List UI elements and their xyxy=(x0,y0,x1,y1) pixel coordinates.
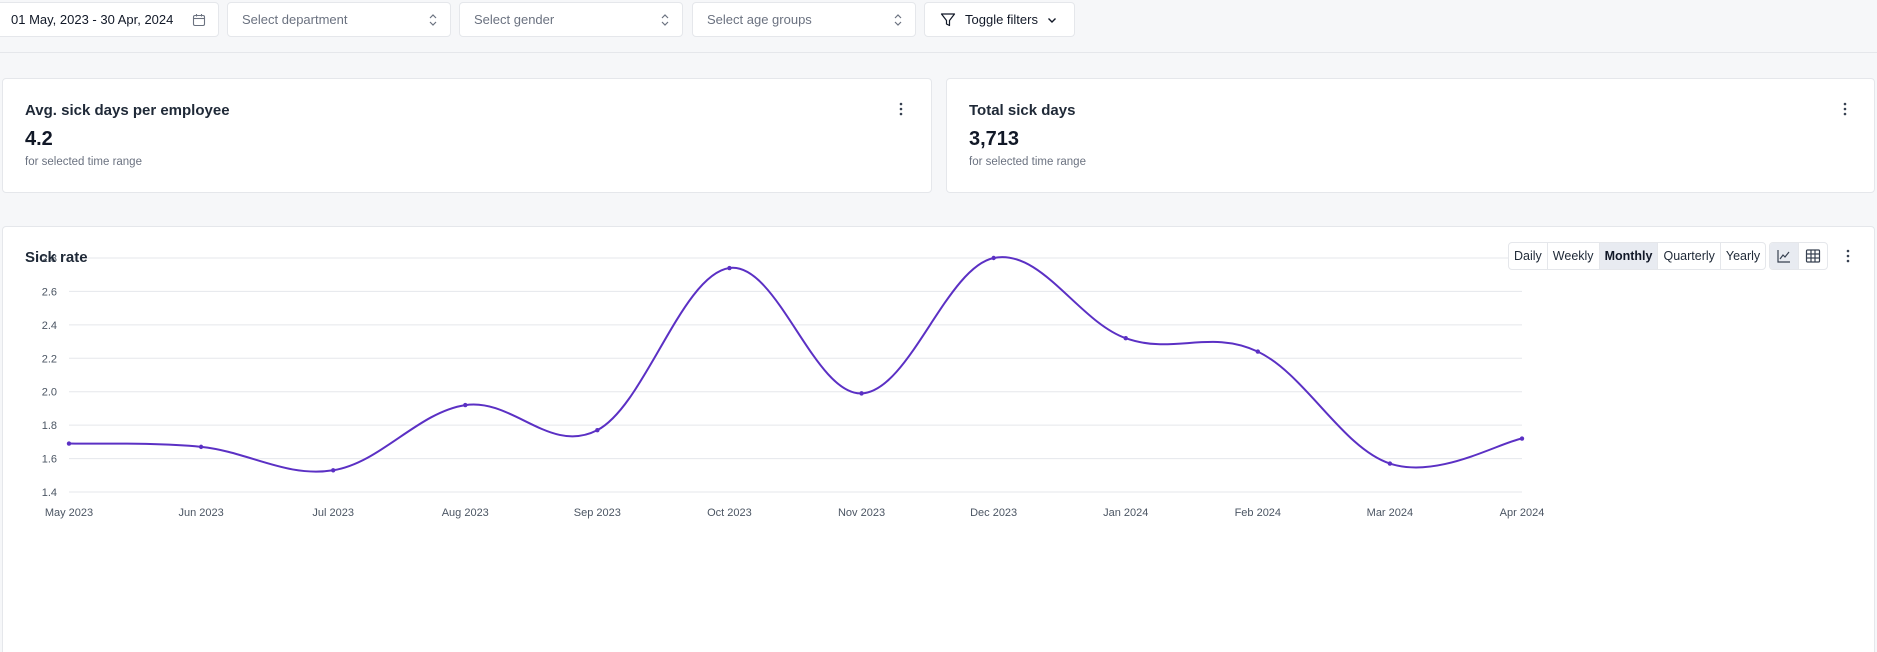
line-chart-view-button[interactable] xyxy=(1770,243,1799,269)
data-point[interactable] xyxy=(66,441,72,446)
data-point[interactable] xyxy=(1255,349,1261,354)
kpi-subtitle: for selected time range xyxy=(25,156,142,168)
data-point[interactable] xyxy=(595,427,600,433)
more-options-icon[interactable] xyxy=(1843,102,1847,116)
y-tick-label: 2.0 xyxy=(42,387,57,399)
kpi-card-avg-sick-days: Avg. sick days per employee 4.2 for sele… xyxy=(2,78,932,193)
y-tick-label: 2.2 xyxy=(42,353,57,365)
data-point[interactable] xyxy=(1387,461,1393,466)
kpi-title: Total sick days xyxy=(969,102,1076,119)
sick-rate-series-line xyxy=(68,256,1523,473)
age-groups-select[interactable]: Select age groups xyxy=(692,2,916,37)
x-tick-label: Sep 2023 xyxy=(574,507,621,519)
period-weekly-button[interactable]: Weekly xyxy=(1548,243,1600,269)
chevron-down-icon xyxy=(1047,17,1056,23)
data-point[interactable] xyxy=(991,255,996,261)
date-range-value: 01 May, 2023 - 30 Apr, 2024 xyxy=(11,12,174,27)
y-tick-label: 2.8 xyxy=(42,253,57,265)
line-chart-icon xyxy=(1777,250,1790,263)
y-tick-label: 2.6 xyxy=(42,286,57,298)
y-tick-label: 2.4 xyxy=(42,320,57,332)
date-range-picker[interactable]: 01 May, 2023 - 30 Apr, 2024 xyxy=(0,2,219,37)
period-daily-button[interactable]: Daily xyxy=(1509,243,1548,269)
x-tick-label: Oct 2023 xyxy=(707,507,752,519)
filter-icon xyxy=(940,12,956,26)
period-quarterly-button[interactable]: Quarterly xyxy=(1658,243,1721,269)
x-tick-label: Mar 2024 xyxy=(1367,507,1413,519)
y-tick-label: 1.6 xyxy=(42,454,57,466)
chart-title: Sick rate xyxy=(25,249,88,266)
gender-placeholder: Select gender xyxy=(474,12,555,27)
gender-select[interactable]: Select gender xyxy=(459,2,683,37)
period-monthly-button[interactable]: Monthly xyxy=(1599,243,1659,269)
data-point[interactable] xyxy=(727,265,732,271)
department-placeholder: Select department xyxy=(242,12,348,27)
x-tick-label: Jun 2023 xyxy=(178,507,223,519)
x-tick-label: Aug 2023 xyxy=(442,507,489,519)
filter-bar: 01 May, 2023 - 30 Apr, 2024 Select depar… xyxy=(0,0,1877,53)
x-tick-label: Nov 2023 xyxy=(838,507,885,519)
data-point[interactable] xyxy=(330,468,336,473)
table-icon xyxy=(1805,249,1820,263)
chevron-up-down-icon xyxy=(894,13,902,26)
x-tick-label: May 2023 xyxy=(45,507,93,519)
period-toggle-group: Daily Weekly Monthly Quarterly Yearly xyxy=(1508,242,1767,270)
sick-rate-line-chart: 1.4 1.6 1.8 2.0 2.2 2.4 2.6 2.8 May 2023 Jun 2023… xyxy=(42,253,1545,519)
kpi-value: 3,713 xyxy=(969,128,1020,150)
toggle-filters-button[interactable]: Toggle filters xyxy=(924,2,1075,37)
x-tick-label: Jul 2023 xyxy=(312,507,354,519)
more-options-icon[interactable] xyxy=(1846,249,1850,263)
y-tick-label: 1.4 xyxy=(42,487,57,499)
x-tick-label: Jan 2024 xyxy=(1103,507,1148,519)
data-point[interactable] xyxy=(198,444,204,450)
data-point[interactable] xyxy=(1123,336,1128,341)
kpi-title: Avg. sick days per employee xyxy=(25,102,230,119)
data-point[interactable] xyxy=(1519,436,1525,441)
view-toggle-group xyxy=(1769,242,1828,270)
sick-rate-chart-card: 1.4 1.6 1.8 2.0 2.2 2.4 2.6 2.8 May 2023 Jun 2023… xyxy=(2,226,1875,652)
kpi-subtitle: for selected time range xyxy=(969,156,1086,168)
chevron-up-down-icon xyxy=(429,13,437,26)
x-tick-label: Feb 2024 xyxy=(1235,507,1281,519)
table-view-button[interactable] xyxy=(1799,243,1827,269)
kpi-value: 4.2 xyxy=(25,128,53,150)
x-tick-label: Dec 2023 xyxy=(970,507,1017,519)
data-point[interactable] xyxy=(859,391,864,396)
period-yearly-button[interactable]: Yearly xyxy=(1725,249,1761,263)
more-options-icon[interactable] xyxy=(899,102,903,116)
chevron-up-down-icon xyxy=(661,13,669,26)
toggle-filters-label: Toggle filters xyxy=(965,12,1038,27)
age-groups-placeholder: Select age groups xyxy=(707,12,812,27)
data-point[interactable] xyxy=(463,402,468,408)
kpi-card-total-sick-days: Total sick days 3,713 for selected time … xyxy=(946,78,1875,193)
department-select[interactable]: Select department xyxy=(227,2,451,37)
calendar-icon xyxy=(192,13,206,26)
y-tick-label: 1.8 xyxy=(42,420,57,432)
x-tick-label: Apr 2024 xyxy=(1500,507,1545,519)
